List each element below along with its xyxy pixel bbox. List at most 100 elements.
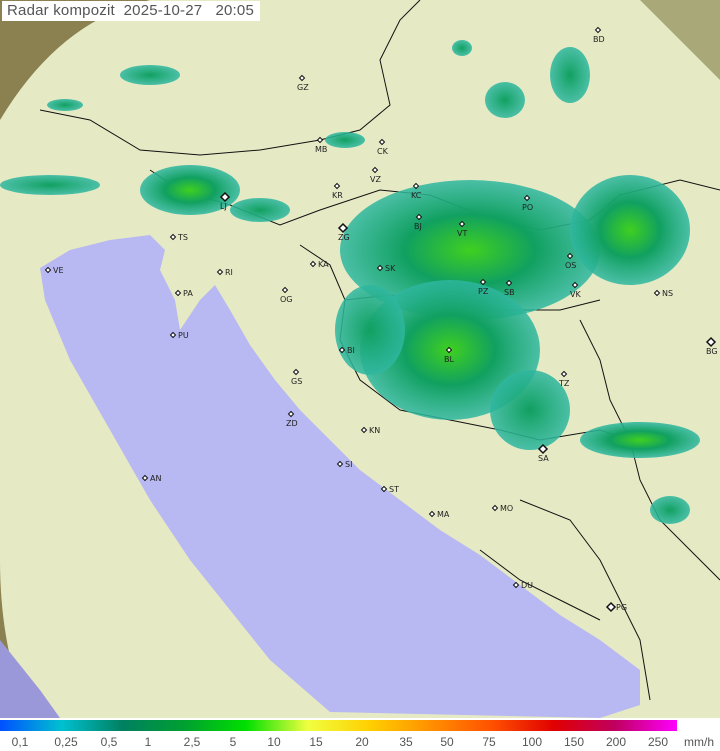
legend-label: 75 <box>482 735 496 749</box>
city-bi: BI <box>338 346 355 355</box>
city-bj: BJ <box>414 213 423 231</box>
legend-label: 50 <box>440 735 454 749</box>
city-sk: SK <box>376 264 396 273</box>
city-marker-icon <box>653 289 661 297</box>
city-marker-icon <box>169 233 177 241</box>
legend-labels: 0,1 0,25 0,5 1 2,5 5 10 15 20 35 50 75 100 150 200 250 m… <box>0 735 720 751</box>
legend-label: 200 <box>605 735 627 749</box>
city-marker-icon <box>458 220 466 228</box>
city-kr: KR <box>332 182 343 200</box>
city-an: AN <box>141 474 161 483</box>
city-mo: MO <box>491 504 513 513</box>
city-marker-icon <box>560 370 568 378</box>
city-label: VK <box>570 290 581 299</box>
city-os: OS <box>565 252 576 270</box>
city-label: BD <box>593 35 605 44</box>
legend-label: 20 <box>355 735 369 749</box>
city-label: MA <box>437 510 450 519</box>
legend-label: 15 <box>309 735 323 749</box>
tyrrhenian-sea <box>0 640 60 718</box>
city-og: OG <box>280 286 293 304</box>
city-marker-icon <box>376 264 384 272</box>
city-label: NS <box>662 289 673 298</box>
city-label: MB <box>315 145 327 154</box>
legend-label: 100 <box>521 735 543 749</box>
city-st: ST <box>380 485 399 494</box>
city-label: DU <box>521 581 533 590</box>
city-label: BJ <box>414 222 422 231</box>
city-label: AN <box>150 474 161 483</box>
city-marker-icon <box>371 166 379 174</box>
capital-marker-icon <box>337 222 349 234</box>
city-marker-icon <box>479 278 487 286</box>
city-marker-icon <box>338 346 346 354</box>
city-ka: KA <box>309 260 329 269</box>
city-marker-icon <box>491 504 499 512</box>
city-kc: KC <box>411 182 422 200</box>
city-sa: SA <box>537 443 549 463</box>
city-marker-icon <box>428 510 436 518</box>
legend-label: 0,25 <box>54 735 78 749</box>
city-mb: MB <box>315 136 327 154</box>
legend-label: 5 <box>229 735 237 749</box>
legend-color-bar <box>0 720 677 731</box>
city-kn: KN <box>360 426 380 435</box>
city-label: VZ <box>370 175 381 184</box>
city-sb: SB <box>504 279 515 297</box>
city-marker-icon <box>281 286 289 294</box>
city-label: TS <box>177 233 188 242</box>
city-marker-icon <box>336 460 344 468</box>
city-marker-icon <box>292 368 300 376</box>
city-marker-icon <box>378 138 386 146</box>
city-ts: TS <box>169 233 188 242</box>
city-bg: BG <box>705 336 718 356</box>
city-du: DU <box>512 581 533 590</box>
radar-map[interactable]: BD GZ MB CK VZ KR KC LJ BJ VT PO ZG TS VE RI KA SK OS VK NS… <box>0 0 720 718</box>
city-label: SA <box>538 454 549 463</box>
legend-unit: mm/h <box>684 735 714 749</box>
city-ck: CK <box>377 138 389 156</box>
legend-label: 2,5 <box>183 735 201 749</box>
capital-marker-icon <box>537 443 549 455</box>
city-marker-icon <box>316 136 324 144</box>
city-vk: VK <box>570 281 581 299</box>
city-zg: ZG <box>337 222 350 242</box>
city-marker-icon <box>309 260 317 268</box>
capital-marker-icon <box>705 336 717 348</box>
city-label: PZ <box>478 287 489 296</box>
city-ve: VE <box>44 266 64 275</box>
city-marker-icon <box>412 182 420 190</box>
legend-label: 1 <box>144 735 152 749</box>
city-marker-icon <box>141 474 149 482</box>
city-label: PU <box>178 331 189 340</box>
coverage-corner-ne <box>640 0 720 80</box>
city-po: PO <box>522 194 533 212</box>
city-tz: TZ <box>558 370 570 388</box>
city-label: ZG <box>338 233 350 242</box>
city-marker-icon <box>287 410 295 418</box>
city-vt: VT <box>457 220 467 238</box>
city-label: OG <box>280 295 293 304</box>
city-marker-icon <box>216 268 224 276</box>
city-label: SK <box>385 264 396 273</box>
city-label: KC <box>411 191 422 200</box>
city-label: TZ <box>558 379 570 388</box>
legend-label: 0,1 <box>11 735 29 749</box>
city-label: SB <box>504 288 515 297</box>
city-label: MO <box>500 504 513 513</box>
city-label: VE <box>53 266 64 275</box>
city-label: BI <box>347 346 355 355</box>
city-vz: VZ <box>370 166 381 184</box>
city-label: ST <box>389 485 399 494</box>
legend-label: 10 <box>267 735 281 749</box>
city-markers: BD GZ MB CK VZ KR KC LJ BJ VT PO ZG TS VE RI KA SK OS VK NS… <box>44 26 718 613</box>
city-marker-icon <box>566 252 574 260</box>
legend-label: 35 <box>399 735 413 749</box>
city-bd: BD <box>593 26 605 44</box>
city-label: PG <box>616 603 627 612</box>
city-marker-icon <box>571 281 579 289</box>
city-zd: ZD <box>286 410 298 428</box>
city-label: BL <box>444 355 454 364</box>
city-label: OS <box>565 261 576 270</box>
capital-marker-icon <box>219 191 231 203</box>
